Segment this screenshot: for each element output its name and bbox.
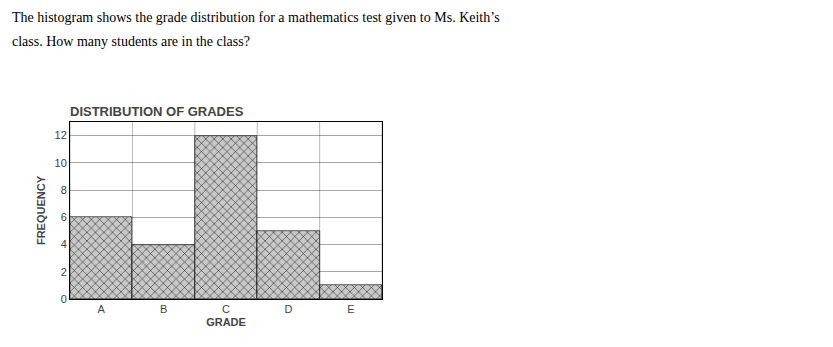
svg-text:B: B <box>160 303 167 315</box>
svg-text:D: D <box>284 303 292 315</box>
svg-text:The histogram shows the grade: The histogram shows the grade distributi… <box>12 10 500 25</box>
svg-text:FREQUENCY: FREQUENCY <box>35 175 47 245</box>
svg-text:C: C <box>222 303 230 315</box>
svg-text:A: A <box>98 303 106 315</box>
svg-text:class. How many students are i: class. How many students are in the clas… <box>12 34 250 49</box>
svg-text:GRADE: GRADE <box>206 316 246 328</box>
svg-text:12: 12 <box>55 129 67 141</box>
svg-text:2: 2 <box>61 266 67 278</box>
svg-text:0: 0 <box>61 293 67 305</box>
svg-text:4: 4 <box>61 238 67 250</box>
svg-text:DISTRIBUTION OF GRADES: DISTRIBUTION OF GRADES <box>70 104 244 119</box>
svg-text:8: 8 <box>61 184 67 196</box>
svg-text:10: 10 <box>55 157 67 169</box>
svg-text:E: E <box>347 303 354 315</box>
svg-text:6: 6 <box>61 211 67 223</box>
